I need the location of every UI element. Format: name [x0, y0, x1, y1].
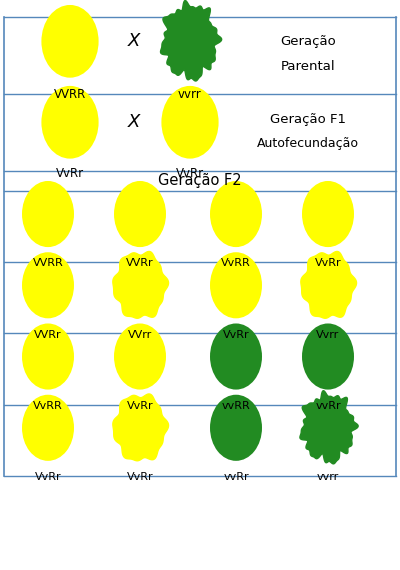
Ellipse shape [302, 324, 354, 390]
Polygon shape [301, 251, 356, 318]
Text: X: X [128, 113, 140, 131]
Text: VvRr: VvRr [315, 259, 341, 268]
Text: vvRr: vvRr [223, 472, 249, 482]
Ellipse shape [302, 181, 354, 247]
Ellipse shape [22, 324, 74, 390]
Ellipse shape [42, 86, 99, 158]
Text: VvRr: VvRr [176, 167, 204, 180]
Text: X: X [128, 32, 140, 50]
Ellipse shape [210, 252, 262, 318]
Text: VVRr: VVRr [34, 329, 62, 340]
Ellipse shape [210, 181, 262, 247]
Text: VvRr: VvRr [223, 329, 249, 340]
Ellipse shape [162, 86, 218, 158]
Text: VVRR: VVRR [54, 88, 86, 101]
Ellipse shape [22, 181, 74, 247]
Text: VVRR: VVRR [33, 259, 63, 268]
Polygon shape [300, 390, 358, 464]
Text: vvRR: vvRR [222, 401, 250, 411]
Ellipse shape [42, 5, 99, 78]
Polygon shape [113, 251, 168, 318]
Text: vvRr: vvRr [315, 401, 341, 411]
Text: Autofecundação: Autofecundação [257, 137, 359, 150]
Ellipse shape [22, 252, 74, 318]
Text: Geração F1: Geração F1 [270, 113, 346, 127]
Polygon shape [113, 394, 168, 461]
Text: vvrr: vvrr [178, 88, 202, 101]
Text: VvRr: VvRr [127, 401, 153, 411]
Ellipse shape [114, 324, 166, 390]
Ellipse shape [210, 324, 262, 390]
Text: Vvrr: Vvrr [316, 329, 340, 340]
Text: VvRR: VvRR [221, 259, 251, 268]
Text: VVrr: VVrr [128, 329, 152, 340]
Text: Parental: Parental [281, 60, 335, 74]
Text: vvrr: vvrr [317, 472, 339, 482]
Polygon shape [160, 1, 222, 81]
Text: VvRr: VvRr [35, 472, 61, 482]
Text: Geração F2: Geração F2 [158, 173, 242, 189]
Text: VVRr: VVRr [126, 259, 154, 268]
Text: Geração: Geração [280, 35, 336, 48]
Text: VvRr: VvRr [56, 167, 84, 180]
Ellipse shape [22, 395, 74, 461]
Text: VvRr: VvRr [127, 472, 153, 482]
Text: VvRR: VvRR [33, 401, 63, 411]
Ellipse shape [114, 181, 166, 247]
Ellipse shape [210, 395, 262, 461]
